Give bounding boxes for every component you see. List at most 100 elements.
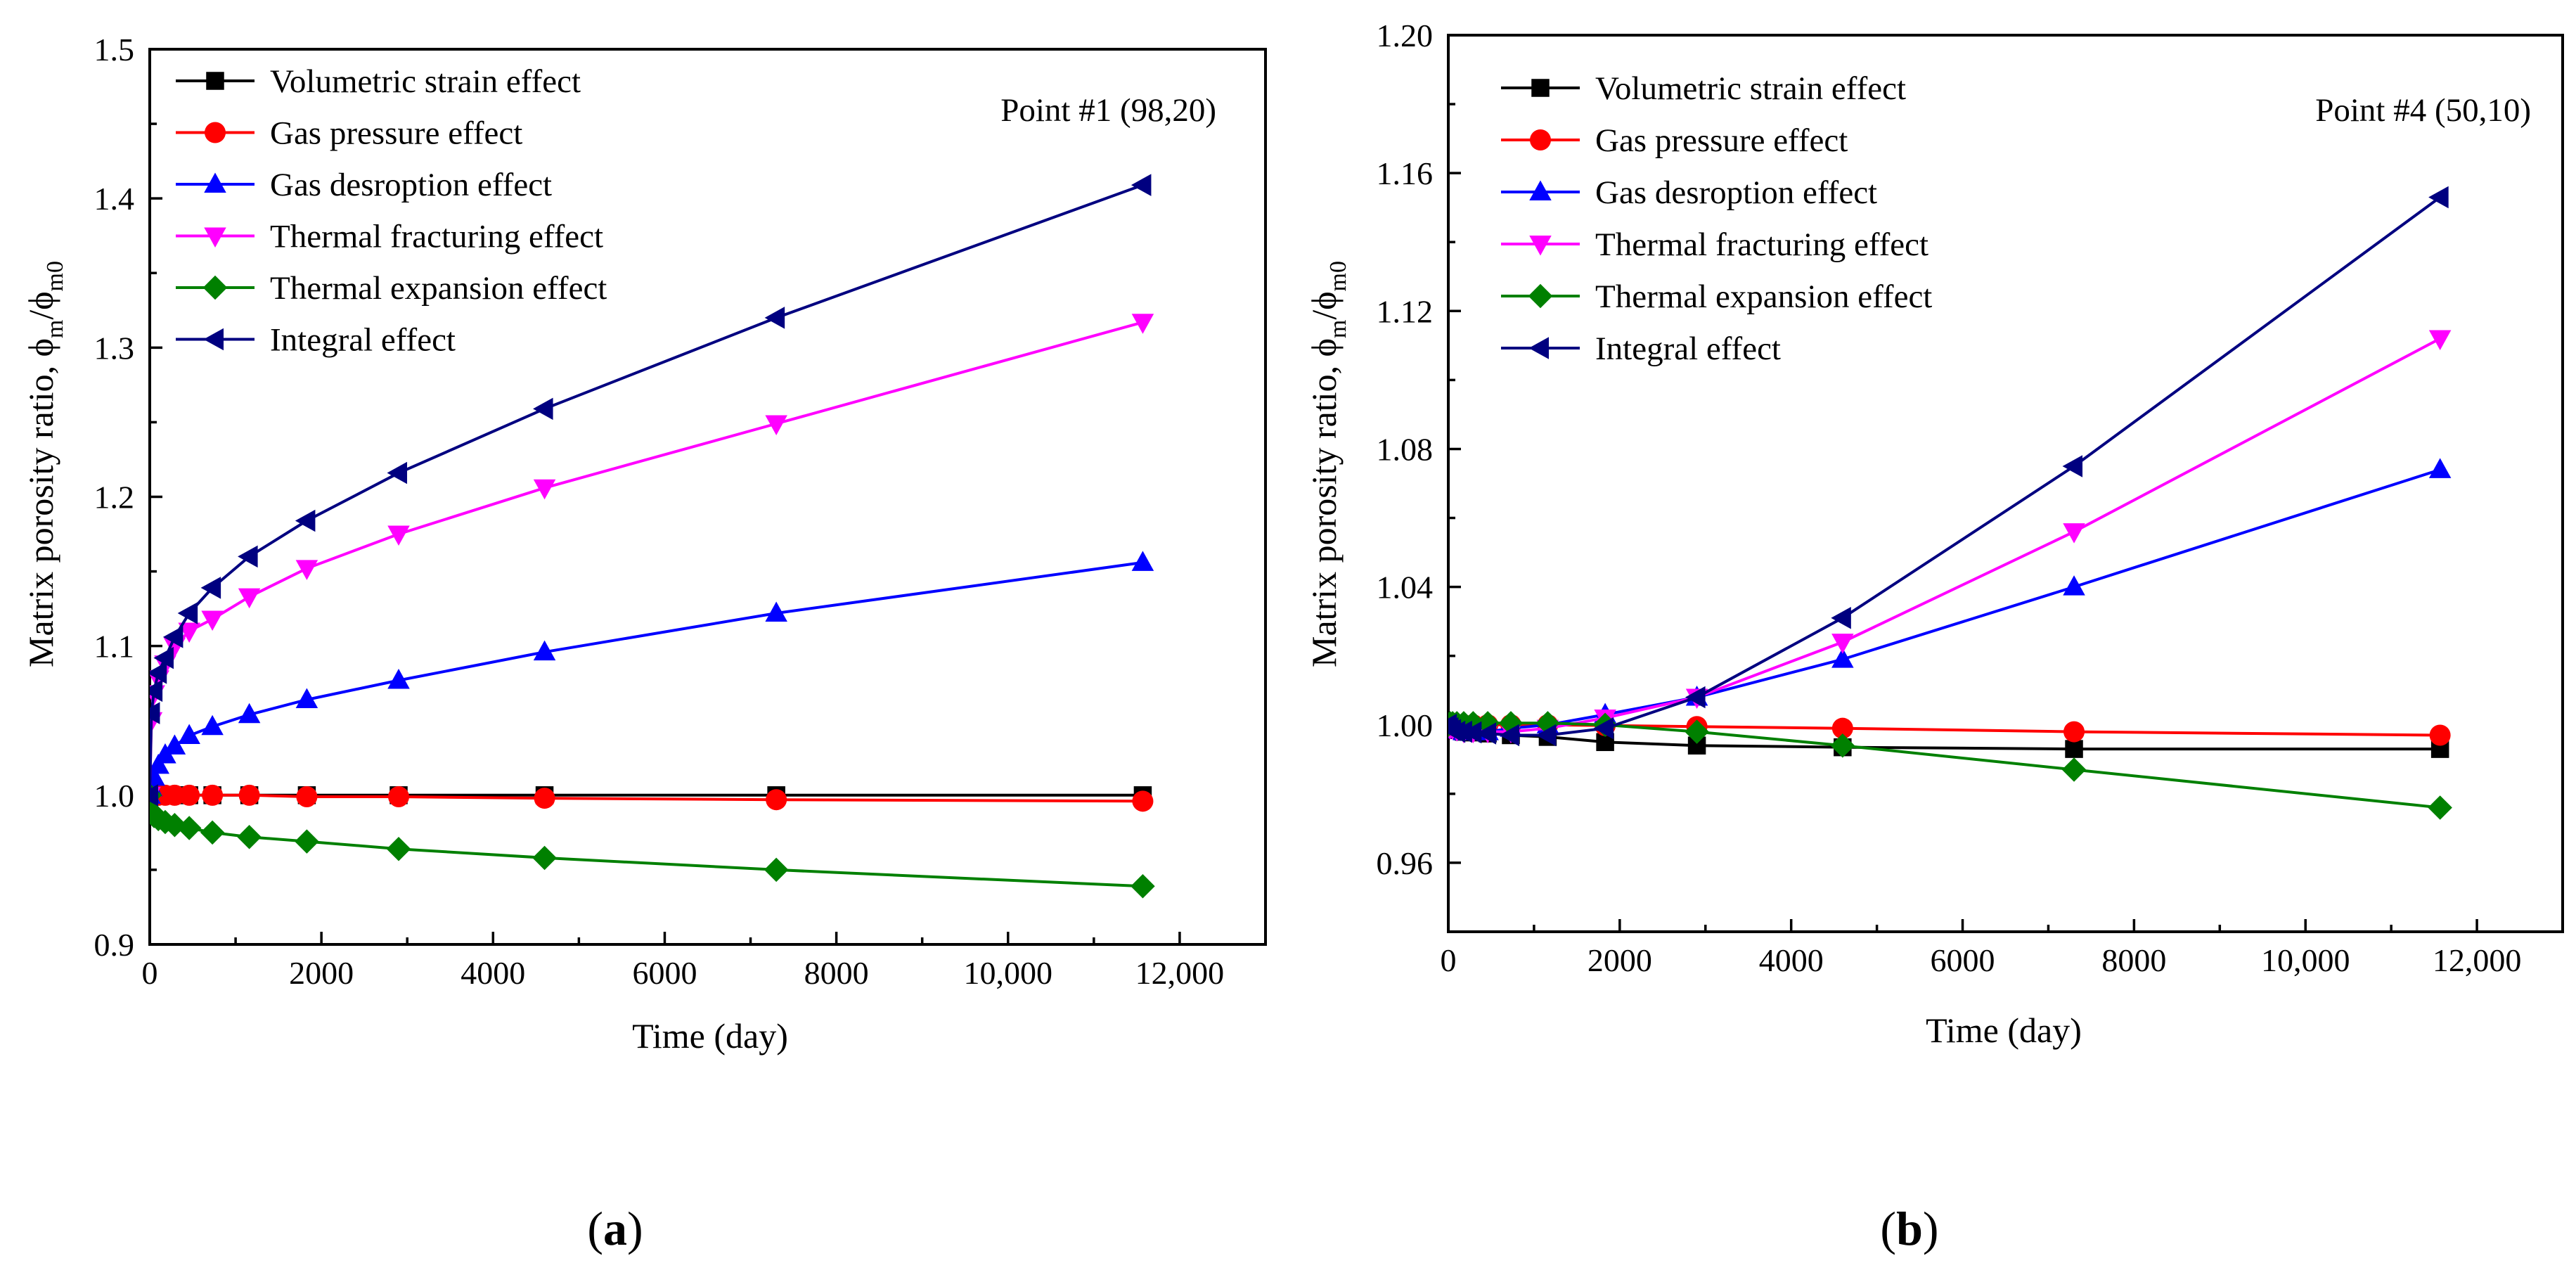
data-point bbox=[387, 525, 410, 546]
y-tick-label: 1.3 bbox=[94, 330, 135, 366]
data-point bbox=[1461, 721, 1482, 744]
data-point bbox=[2428, 330, 2452, 351]
panel-b: 0 2000 4000 6000 8000 10,000 12,000 0.96 1.00 1.0… bbox=[1304, 18, 2564, 1255]
data-point bbox=[164, 784, 186, 806]
data-point bbox=[1452, 720, 1472, 743]
legend-marker bbox=[203, 328, 224, 351]
legend-label: Gas pressure effect bbox=[270, 115, 522, 152]
data-point bbox=[764, 857, 789, 883]
data-point bbox=[202, 784, 224, 806]
y-tick-label: 1.5 bbox=[94, 32, 135, 68]
x-tick-label: 6000 bbox=[1931, 942, 1995, 978]
y-tick-label: 1.04 bbox=[1377, 570, 1434, 605]
y-tick-label: 0.96 bbox=[1377, 845, 1434, 881]
data-point bbox=[766, 789, 787, 811]
data-point bbox=[150, 702, 160, 724]
data-point bbox=[238, 784, 260, 806]
legend-label: Volumetric strain effect bbox=[270, 63, 581, 100]
x-tick-label: 12,000 bbox=[2433, 942, 2522, 978]
data-point bbox=[1132, 790, 1154, 812]
y-tick-label: 1.2 bbox=[94, 480, 135, 515]
series-line-thermal-fracturing-effect bbox=[1448, 337, 2441, 733]
y-tick-label: 1.08 bbox=[1377, 431, 1434, 467]
data-point bbox=[238, 545, 258, 568]
legend-marker bbox=[1531, 79, 1550, 97]
data-point bbox=[1831, 648, 1854, 668]
data-point bbox=[2428, 186, 2449, 209]
panel-label-a: (a) bbox=[587, 1202, 643, 1255]
legend-marker bbox=[204, 172, 226, 193]
x-tick-label: 10,000 bbox=[964, 955, 1053, 991]
data-point bbox=[150, 662, 167, 684]
series-group bbox=[150, 174, 1155, 899]
data-point bbox=[2063, 523, 2085, 544]
x-tick-label: 2000 bbox=[289, 955, 354, 991]
data-point bbox=[200, 577, 221, 599]
x-tick-label: 6000 bbox=[632, 955, 697, 991]
data-point bbox=[1131, 874, 1155, 899]
data-point bbox=[388, 785, 410, 807]
data-point bbox=[201, 610, 224, 631]
data-point bbox=[1499, 724, 1520, 747]
legend-marker bbox=[204, 227, 226, 248]
data-point bbox=[1535, 724, 1557, 747]
data-point bbox=[176, 816, 202, 840]
panel-a: 0 2000 4000 6000 8000 10,000 12,000 0.9 1.0 1.1 1.… bbox=[21, 32, 1267, 1255]
legend-label: Thermal expansion effect bbox=[1595, 278, 1932, 315]
data-point bbox=[295, 509, 316, 532]
x-tick-label: 10,000 bbox=[2261, 942, 2350, 978]
y-tick-label: 1.4 bbox=[94, 181, 135, 217]
x-tick-label: 0 bbox=[142, 955, 158, 991]
legend-marker bbox=[205, 122, 226, 143]
x-axis-title-a: Time (day) bbox=[632, 1016, 788, 1056]
series-line-gas-desroption-effect bbox=[150, 560, 1143, 796]
legend-label: Thermal fracturing effect bbox=[270, 219, 603, 255]
y-tick-label: 1.0 bbox=[94, 778, 135, 814]
data-point bbox=[765, 601, 787, 622]
legend-label: Gas desroption effect bbox=[1595, 174, 1877, 211]
data-point bbox=[2062, 455, 2083, 477]
annotation-a: Point #1 (98,20) bbox=[1000, 92, 1216, 129]
data-point bbox=[150, 784, 158, 807]
y-axis-title-b: Matrix porosity ratio, ϕm/ϕm0 bbox=[1304, 261, 1351, 667]
plot-frame bbox=[1447, 34, 2564, 933]
data-point bbox=[2063, 721, 2085, 743]
data-point bbox=[534, 788, 555, 809]
panel-label-b: (b) bbox=[1880, 1202, 1938, 1255]
legend-marker bbox=[1529, 236, 1552, 256]
data-point bbox=[1476, 722, 1497, 745]
legend: Volumetric strain effect Gas pressure eff… bbox=[176, 63, 607, 359]
data-point bbox=[150, 753, 169, 774]
data-point bbox=[178, 622, 200, 643]
data-point bbox=[533, 479, 556, 500]
data-point bbox=[238, 703, 261, 724]
y-tick-label: 0.9 bbox=[94, 927, 135, 963]
data-point bbox=[177, 602, 198, 624]
legend-marker bbox=[1528, 283, 1553, 309]
x-axis-title-b: Time (day) bbox=[1926, 1011, 2082, 1050]
data-point bbox=[295, 829, 319, 854]
data-point bbox=[1831, 717, 1853, 739]
legend-label: Integral effect bbox=[1595, 331, 1781, 367]
y-tick-label: 1.20 bbox=[1377, 18, 1434, 53]
x-tick-label: 4000 bbox=[1759, 942, 1824, 978]
legend-marker bbox=[1529, 180, 1552, 200]
legend: Volumetric strain effect Gas pressure eff… bbox=[1501, 70, 1932, 367]
data-point bbox=[765, 415, 787, 436]
y-tick-label: 1.12 bbox=[1377, 293, 1434, 329]
data-point bbox=[238, 588, 261, 609]
series-line-gas-desroption-effect bbox=[1448, 468, 2441, 733]
data-point bbox=[237, 824, 262, 849]
data-point bbox=[387, 668, 410, 689]
legend-marker bbox=[202, 275, 228, 300]
data-point bbox=[2065, 740, 2083, 758]
data-point bbox=[533, 640, 556, 661]
data-point bbox=[1685, 719, 1709, 744]
legend-label: Volumetric strain effect bbox=[1595, 70, 1906, 107]
data-point bbox=[295, 688, 318, 709]
data-point bbox=[386, 836, 411, 861]
data-point bbox=[2428, 458, 2452, 478]
data-point bbox=[153, 646, 174, 669]
data-point bbox=[1831, 607, 1851, 629]
